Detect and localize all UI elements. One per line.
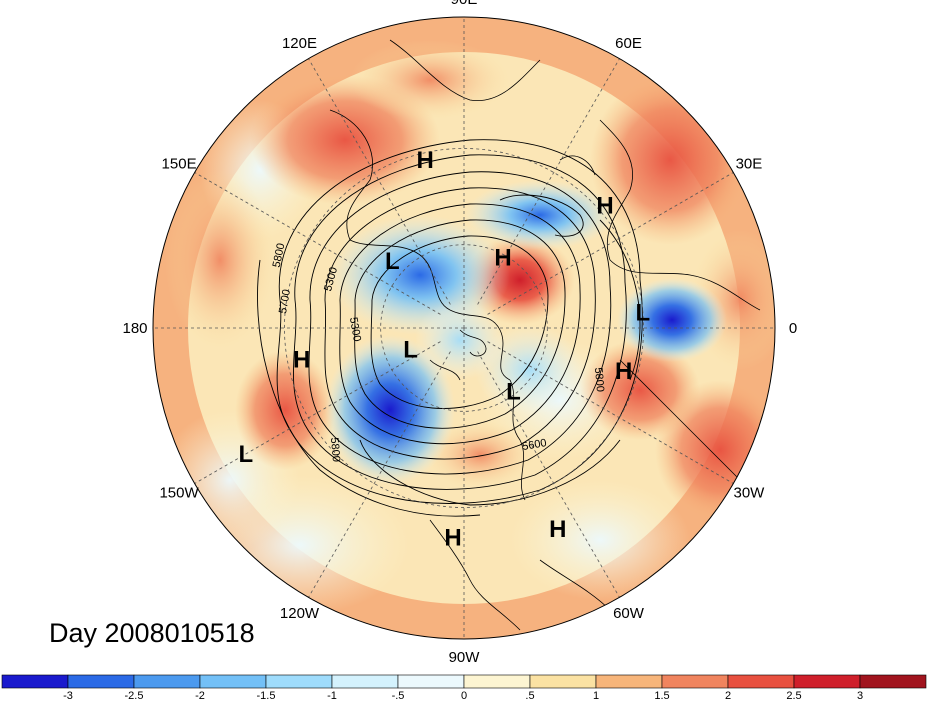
colorbar-swatch <box>463 674 531 689</box>
longitude-label: 180 <box>122 320 147 337</box>
meridian-330 <box>487 341 734 484</box>
meridian-240 <box>308 351 451 598</box>
longitude-label: 0 <box>789 320 797 337</box>
colorbar-swatch <box>331 674 399 689</box>
contour-label: 5800 <box>271 242 288 268</box>
longitude-labels: 90E 60E 30E 0 30W 60W 90W 120W 150W 180 150E 120E <box>122 0 797 666</box>
high-pressure-label: H <box>596 192 613 219</box>
longitude-label: 120E <box>282 35 317 52</box>
longitude-label: 30W <box>734 485 766 502</box>
day-label: Day 2008010518 <box>49 618 255 648</box>
colorbar-swatch <box>595 674 663 689</box>
colorbar-swatch <box>199 674 267 689</box>
low-pressure-label: L <box>636 299 651 326</box>
longitude-label: 90E <box>451 0 478 8</box>
colorbar-tick-label: 0 <box>461 690 467 702</box>
meridian-210 <box>194 341 441 484</box>
meridian-30 <box>487 172 734 315</box>
high-pressure-label: H <box>615 358 632 385</box>
colorbar-swatch <box>859 674 927 689</box>
colorbar-tick-label: 3 <box>857 690 863 702</box>
high-pressure-label: H <box>444 524 461 551</box>
longitude-label: 60E <box>615 35 642 52</box>
coastlines <box>329 39 761 631</box>
high-pressure-label: H <box>549 516 566 543</box>
high-pressure-label: H <box>417 147 434 174</box>
contour-label: 5600 <box>521 437 547 453</box>
meridian-120 <box>308 58 451 305</box>
graticule <box>153 17 775 639</box>
longitude-label: 150E <box>162 156 197 173</box>
low-pressure-label: L <box>403 337 418 364</box>
contour-label: 5800 <box>328 437 342 462</box>
latitude-circle-60 <box>380 244 548 412</box>
low-pressure-label: L <box>506 378 521 405</box>
pressure-centers: H H H H H H H L L L L L <box>239 147 651 551</box>
colorbar-swatch <box>133 674 201 689</box>
low-pressure-label: L <box>385 248 400 275</box>
colorbar-tick-label: -2.5 <box>125 690 144 702</box>
colorbar-tick-label: 1.5 <box>654 690 669 702</box>
low-pressure-label: L <box>239 441 254 468</box>
colorbar-tick-label: -3 <box>63 690 73 702</box>
meridian-150 <box>194 172 441 315</box>
colorbar-swatch <box>397 674 465 689</box>
high-pressure-label: H <box>293 347 310 374</box>
colorbar-swatch <box>1 674 69 689</box>
longitude-label: 90W <box>449 649 481 666</box>
meridian-60 <box>477 58 620 305</box>
colorbar-tick-label: .5 <box>525 690 534 702</box>
longitude-label: 150W <box>159 485 199 502</box>
colorbar-tick-label: 1 <box>593 690 599 702</box>
colorbar-tick-label: -1.5 <box>257 690 276 702</box>
colorbar-tick-label: 2.5 <box>786 690 801 702</box>
longitude-label: 120W <box>280 605 320 622</box>
colorbar-swatch <box>727 674 795 689</box>
height-contours <box>257 139 643 517</box>
meridian-300 <box>477 351 620 598</box>
contour-label: 5700 <box>277 288 293 314</box>
high-pressure-label: H <box>494 245 511 272</box>
colorbar-swatch <box>661 674 729 689</box>
colorbar-swatch <box>265 674 333 689</box>
colorbar-swatch <box>67 674 135 689</box>
colorbar-tick-label: -1 <box>327 690 337 702</box>
colorbar-swatch <box>529 674 597 689</box>
longitude-label: 30E <box>736 156 763 173</box>
contour-label: 5800 <box>592 367 606 392</box>
colorbar-swatch <box>793 674 861 689</box>
longitude-label: 60W <box>613 605 645 622</box>
colorbar-tick-label: -2 <box>195 690 205 702</box>
colorbar-tick-label: 2 <box>725 690 731 702</box>
colorbar: -3 -2.5 -2 -1.5 -1 -.5 0 .5 1 1.5 2 2.5 3 <box>1 674 927 702</box>
contour-label: 5300 <box>347 316 363 342</box>
latitude-circle-30 <box>284 148 644 508</box>
colorbar-tick-label: -.5 <box>392 690 405 702</box>
map-boundary <box>152 16 776 640</box>
